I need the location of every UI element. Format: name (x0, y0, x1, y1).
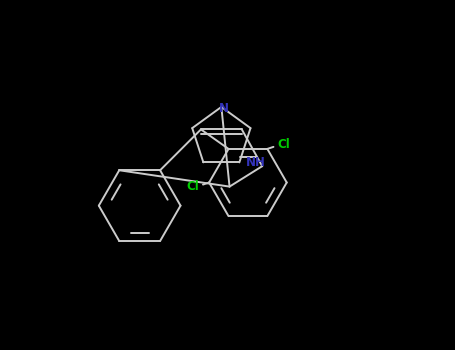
Text: Cl: Cl (277, 138, 290, 151)
Text: N: N (218, 103, 228, 116)
Text: NH: NH (246, 156, 266, 169)
Text: Cl: Cl (187, 180, 199, 193)
